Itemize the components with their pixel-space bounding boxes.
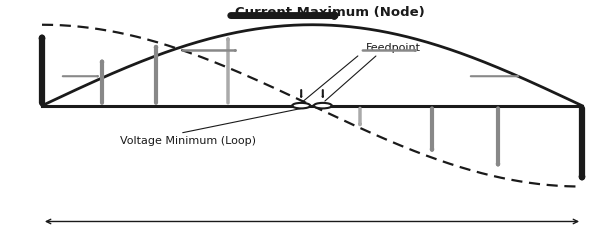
Circle shape (292, 104, 310, 109)
Circle shape (314, 104, 332, 109)
Text: Feedpoint: Feedpoint (366, 43, 421, 53)
Text: Voltage Minimum (Loop): Voltage Minimum (Loop) (120, 136, 256, 146)
Text: Current Maximum (Node): Current Maximum (Node) (235, 5, 425, 18)
Text: 1/2 wavelength: 1/2 wavelength (266, 226, 358, 227)
